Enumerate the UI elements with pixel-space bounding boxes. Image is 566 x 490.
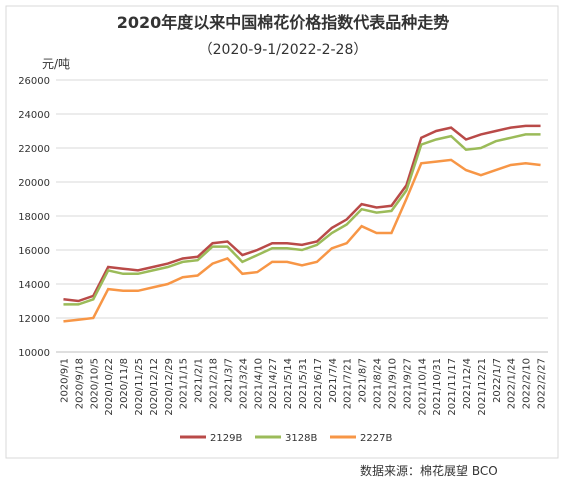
x-tick-label: 2021/9/27 — [402, 358, 413, 409]
y-tick-label: 24000 — [18, 110, 50, 121]
x-tick-label: 2022/2/10 — [522, 358, 533, 409]
x-tick-label: 2021/3/24 — [238, 358, 249, 409]
x-tick-label: 2021/11/17 — [447, 358, 458, 416]
x-tick-label: 2021/2/18 — [209, 358, 220, 409]
x-tick-label: 2021/7/21 — [343, 358, 354, 409]
x-tick-label: 2020/12/29 — [164, 358, 175, 416]
chart-subtitle: （2020-9-1/2022-2-28） — [199, 42, 368, 58]
x-tick-label: 2021/8/7 — [358, 358, 369, 403]
x-tick-label: 2022/1/24 — [507, 358, 518, 409]
y-tick-label: 14000 — [18, 280, 50, 291]
x-tick-label: 2020/10/22 — [104, 358, 115, 416]
series-line — [63, 133, 541, 306]
x-tick-label: 2021/12/4 — [462, 358, 473, 409]
x-tick-label: 2022/2/27 — [537, 358, 548, 409]
x-tick-label: 2021/9/10 — [387, 358, 398, 409]
x-tick-label: 2020/9/1 — [59, 358, 70, 403]
source-note: 数据来源：棉花展望 BCO — [360, 463, 498, 478]
y-tick-label: 18000 — [18, 212, 50, 223]
x-tick-label: 2021/5/31 — [298, 358, 309, 409]
y-tick-label: 22000 — [18, 144, 50, 155]
chart-title: 2020年度以来中国棉花价格指数代表品种走势 — [117, 13, 450, 32]
x-tick-label: 2021/2/1 — [194, 358, 205, 403]
x-tick-label: 2021/4/27 — [268, 358, 279, 409]
y-tick-label: 26000 — [18, 76, 50, 87]
y-tick-label: 10000 — [18, 348, 50, 359]
x-tick-label: 2020/11/8 — [119, 358, 130, 409]
legend-label: 3128B — [285, 433, 317, 444]
x-tick-label: 2021/1/15 — [179, 358, 190, 409]
x-tick-label: 2021/4/10 — [253, 358, 264, 409]
x-tick-label: 2021/10/31 — [432, 358, 443, 416]
chart-border — [5, 5, 559, 459]
x-tick-label: 2021/8/24 — [373, 358, 384, 409]
series-line — [63, 124, 541, 303]
x-tick-label: 2021/6/17 — [313, 358, 324, 409]
x-tick-label: 2020/9/18 — [74, 358, 85, 409]
x-tick-label: 2020/10/5 — [89, 358, 100, 409]
legend-label: 2227B — [360, 433, 392, 444]
x-tick-label: 2021/12/21 — [477, 358, 488, 416]
y-axis-label: 元/吨 — [42, 57, 70, 71]
y-tick-label: 16000 — [18, 246, 50, 257]
x-tick-label: 2020/12/12 — [149, 358, 160, 416]
y-tick-label: 20000 — [18, 178, 50, 189]
x-tick-label: 2020/11/25 — [134, 358, 145, 416]
x-tick-label: 2021/10/14 — [417, 358, 428, 416]
x-tick-label: 2021/7/4 — [328, 358, 339, 403]
x-tick-label: 2021/3/7 — [223, 358, 234, 403]
series-line — [63, 158, 541, 323]
legend-label: 2129B — [210, 433, 242, 444]
y-tick-label: 12000 — [18, 314, 50, 325]
x-tick-label: 2022/1/7 — [492, 358, 503, 403]
x-tick-label: 2021/5/14 — [283, 358, 294, 409]
